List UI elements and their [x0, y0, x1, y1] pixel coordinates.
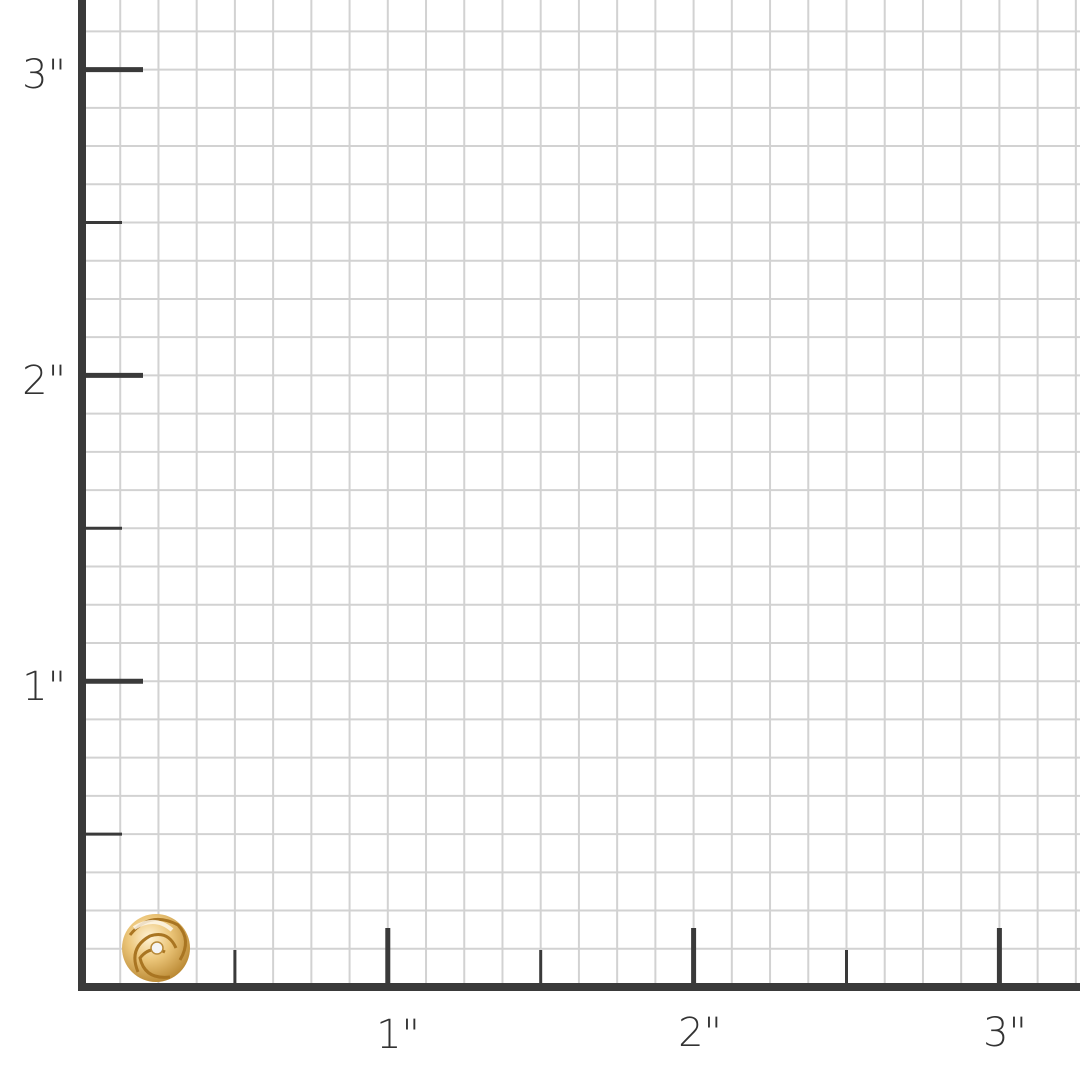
knot-earring-icon	[122, 914, 190, 982]
x-label-3: 3"	[983, 1010, 1027, 1056]
y-label-2: 2"	[22, 358, 66, 404]
x-label-1: 1"	[376, 1012, 420, 1058]
y-label-3: 3"	[22, 52, 66, 98]
x-label-2: 2"	[678, 1010, 722, 1056]
y-label-1: 1"	[22, 664, 66, 710]
